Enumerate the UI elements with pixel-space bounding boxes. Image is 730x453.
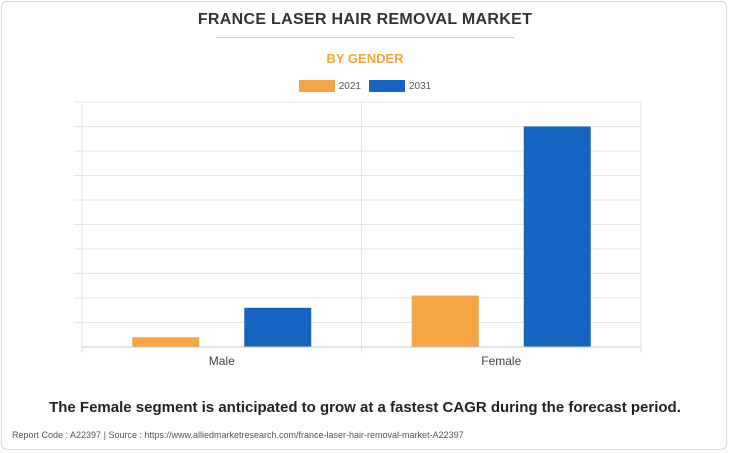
chart-caption: The Female segment is anticipated to gro… [49,399,681,416]
chart-title: FRANCE LASER HAIR REMOVAL MARKET [197,11,533,28]
footer-separator: | [103,430,106,440]
report-code: Report Code : A22397 [12,430,102,440]
legend-swatch-2021 [298,80,335,92]
legend-item-2021[interactable]: 2021 [298,80,361,92]
legend-label-2021: 2021 [338,80,361,92]
chart-legend: 2021 2031 [0,80,730,92]
bar-2021-female [411,295,479,347]
bar-2031-female [523,126,591,347]
title-divider [216,37,514,38]
footer: Report Code : A22397 | Source : https://… [12,430,464,440]
source-link[interactable]: Source : https://www.alliedmarketresearc… [108,430,464,440]
legend-item-2031[interactable]: 2031 [369,80,431,92]
bar-chart: Male Female [74,101,642,368]
legend-label-2031: 2031 [409,80,432,92]
x-tick-label-male: Male [209,354,235,368]
chart-subtitle: BY GENDER [326,51,404,66]
legend-swatch-2031 [369,80,405,92]
x-tick-label-female: Female [481,354,521,368]
bar-2031-male [244,307,312,347]
bar-2021-male [132,337,200,347]
